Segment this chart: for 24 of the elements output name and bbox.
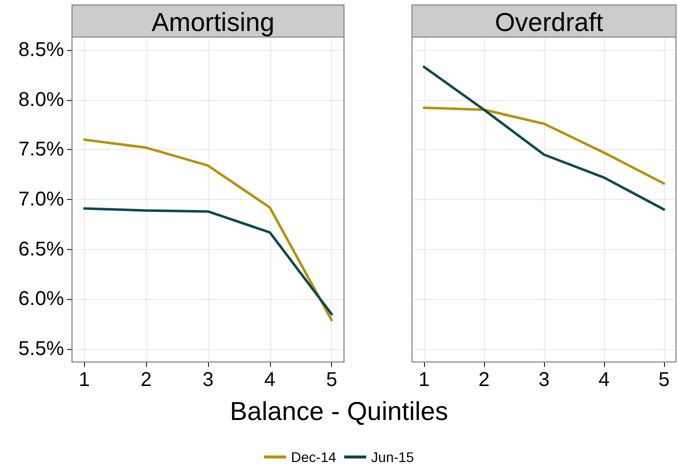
x-tick-label: 2: [478, 369, 490, 391]
y-tick-label: 8.5%: [18, 38, 64, 61]
y-tick-label: 6.0%: [18, 288, 64, 310]
x-tick-label: 4: [264, 369, 276, 391]
x-tick-label: 5: [326, 369, 338, 391]
x-axis-title: Balance - Quintiles: [230, 396, 448, 426]
y-tick-label: 7.0%: [18, 188, 64, 210]
x-tick-label: 5: [658, 369, 670, 391]
chart-title: Amortising: [152, 7, 274, 37]
x-tick-label: 2: [140, 369, 152, 391]
y-tick-label: 5.5%: [18, 338, 64, 360]
line-series: [83, 138, 333, 322]
legend-label: Jun-15: [371, 449, 414, 465]
line-series: [83, 207, 333, 316]
x-tick-label: 1: [78, 369, 90, 391]
y-tick-label: 6.5%: [18, 238, 64, 260]
x-tick-label: 3: [538, 369, 550, 391]
chart-title: Overdraft: [494, 7, 604, 37]
y-tick-label: 8.0%: [18, 88, 64, 111]
x-tick-label: 3: [202, 369, 214, 391]
y-tick-label: 7.5%: [18, 138, 64, 161]
legend-label: Dec-14: [291, 449, 336, 465]
x-tick-label: 4: [598, 369, 610, 391]
x-tick-label: 1: [418, 369, 430, 391]
